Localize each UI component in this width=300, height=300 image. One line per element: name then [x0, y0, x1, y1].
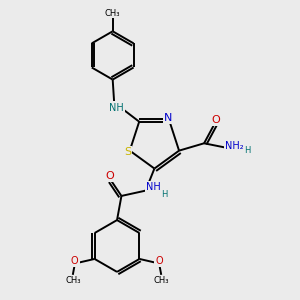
Text: CH₃: CH₃ — [105, 9, 120, 18]
Text: O: O — [156, 256, 163, 266]
Text: H: H — [161, 190, 167, 199]
Text: O: O — [212, 115, 220, 125]
Text: NH₂: NH₂ — [225, 141, 244, 151]
Text: H: H — [244, 146, 250, 155]
Text: S: S — [124, 147, 131, 157]
Text: N: N — [164, 113, 172, 123]
Text: NH: NH — [109, 103, 124, 113]
Text: O: O — [105, 171, 114, 181]
Text: NH: NH — [146, 182, 161, 192]
Text: CH₃: CH₃ — [65, 276, 80, 285]
Text: CH₃: CH₃ — [154, 276, 169, 285]
Text: O: O — [71, 256, 78, 266]
